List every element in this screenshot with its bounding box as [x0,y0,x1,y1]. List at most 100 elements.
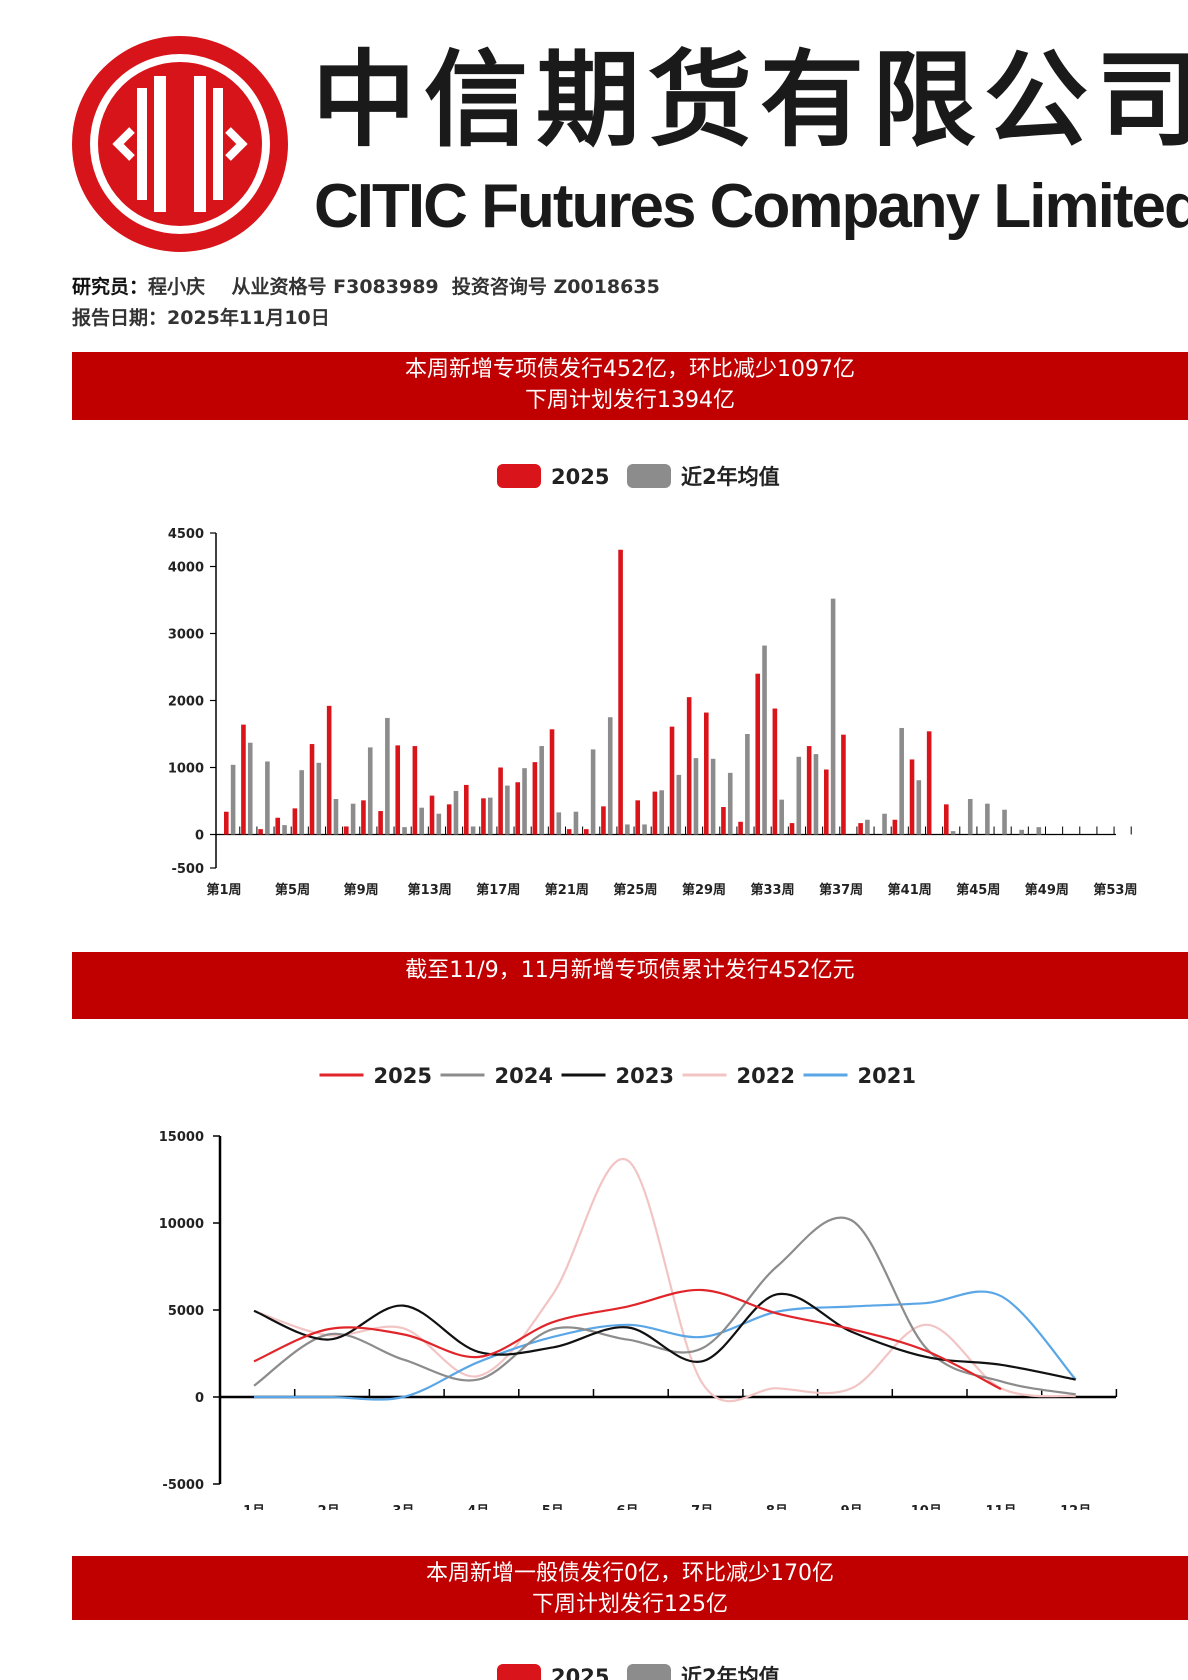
bar [385,717,390,835]
bar [1019,829,1024,835]
bar [779,799,784,835]
legend-label: 2022 [737,1064,795,1088]
legend-label: 2023 [616,1064,674,1088]
bar [549,729,555,835]
bar [299,770,304,835]
chart-axes: -500 0 1000 2000 3000 4000 4500 第1周 第5周 第9周 第13周 第1… [168,527,1138,898]
bar [796,756,802,835]
bar [498,767,503,835]
researcher-name: 程小庆 [148,276,206,298]
bar [556,812,562,835]
x-tick-label: 7月 [691,1504,713,1510]
general-bond-chart-svg: 2025 近2年均值 [497,1664,780,1680]
section1-subline: 下周计划发行1394亿 [525,388,735,413]
x-tick-label: 9月 [841,1504,863,1510]
series-2025 [224,549,949,835]
bar [830,598,836,835]
consult-number: 投资咨询号 Z0018635 [451,276,660,298]
bar [326,705,332,835]
bar [395,745,401,835]
legend-swatch-0 [497,464,541,488]
bar [481,798,486,835]
y-tick-label: 0 [195,829,204,844]
chart-axes: -5000 0 5000 10000 15000 1月 2月 3月 4月 5月 6月 7月 8月 9月 10… [159,1130,1118,1510]
legend-swatch-1 [627,464,671,488]
section3-banner: 本周新增一般债发行0亿，环比减少170亿 下周计划发行125亿 [72,1556,1188,1620]
bar [590,749,596,835]
bar [738,821,743,835]
company-name-cn: 中信期货有限公司 [312,38,1188,161]
bar [1002,809,1007,835]
x-tick-label: 第41周 [888,882,932,898]
bar [367,747,373,835]
y-tick-label: 10000 [159,1217,204,1232]
x-tick-label: 12月 [1060,1504,1091,1510]
bar [247,742,253,835]
chart-legend: 2025 近2年均值 [497,464,780,489]
x-tick-label: 第9周 [344,882,379,898]
bar [858,823,863,835]
y-tick-label: 5000 [168,1304,204,1319]
bar [762,645,767,835]
y-tick-label: 0 [195,1391,204,1406]
researcher-line: 研究员：程小庆 从业资格号 F3083989 投资咨询号 Z0018635 [72,275,660,299]
bar [436,813,442,835]
legend-label: 2025 [551,465,609,489]
section2-banner: 截至11/9，11月新增专项债累计发行452亿元 [72,952,1188,1019]
x-tick-label: 第17周 [476,882,520,898]
bar [806,746,812,835]
x-tick-label: 第53周 [1093,882,1137,898]
bar [772,708,778,835]
legend-label: 2021 [858,1064,916,1088]
y-tick-label: 4500 [168,527,204,542]
legend-swatch-1 [627,1664,671,1680]
bar [909,759,915,835]
report-date-value: 2025年11月10日 [167,307,330,329]
y-tick-label: -500 [171,862,204,877]
y-tick-label: 2000 [168,695,204,710]
citic-logo-icon [72,36,288,252]
section1-headline: 本周新增专项债发行452亿，环比减少1097亿 [405,357,855,382]
bar [659,790,664,835]
bar [686,697,692,835]
bar [625,824,630,835]
series-近2年均值 [230,598,1042,835]
y-tick-label: 1000 [168,762,204,777]
bar [265,761,270,835]
x-tick-label: 10月 [911,1504,942,1510]
series-line-2025 [253,1288,1002,1391]
series-line-2024 [253,1216,1076,1396]
section2-headline: 截至11/9，11月新增专项债累计发行452亿元 [405,958,855,983]
bar [892,819,898,835]
chart-legend: 2025 近2年均值 [497,1664,780,1680]
bar [258,829,263,835]
x-tick-label: 第29周 [682,882,726,898]
bar [607,717,613,835]
weekly-general-bond-chart: 2025 近2年均值 [0,1640,1188,1680]
x-tick-label: 6月 [616,1504,638,1510]
section1-banner: 本周新增专项债发行452亿，环比减少1097亿 下周计划发行1394亿 [72,352,1188,420]
series-line-2021 [254,1290,1077,1401]
bar [642,824,647,835]
bar [464,784,469,835]
bar [487,797,493,835]
bar [755,673,761,835]
bar [419,807,424,835]
bar [522,768,527,835]
x-tick-label: 5月 [542,1504,564,1510]
bar [926,731,932,835]
bar [865,819,870,835]
bar [470,826,476,835]
bar [899,727,904,835]
bar [1036,827,1042,835]
x-tick-label: 8月 [766,1504,788,1510]
company-name-en: CITIC Futures Company Limited [314,172,1188,241]
chart-legend: 2025 2024 2023 2022 2021 [319,1064,916,1088]
bar [515,782,521,835]
bar [230,764,236,835]
section3-subline: 下周计划发行125亿 [532,1592,728,1617]
bar [378,811,383,835]
bar [402,827,407,835]
bar [601,806,606,835]
x-tick-label: 第1周 [206,882,241,898]
